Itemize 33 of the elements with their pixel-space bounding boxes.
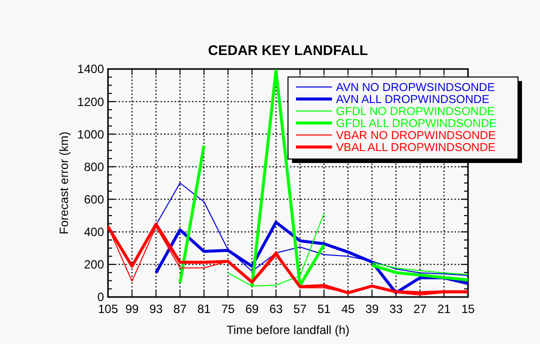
y-tick-label: 600	[84, 192, 104, 206]
x-tick-label: 75	[221, 302, 235, 316]
x-tick-label: 27	[413, 302, 427, 316]
y-tick-label: 1200	[77, 94, 104, 109]
y-tick-label: 200	[84, 258, 104, 272]
legend-label: VBAL ALL DROPWINDSONDE	[336, 142, 496, 154]
x-tick-label: 45	[341, 302, 355, 316]
chart-title: CEDAR KEY LANDFALL	[208, 42, 368, 58]
x-tick-label: 105	[98, 302, 118, 316]
x-tick-label: 33	[389, 302, 403, 316]
x-tick-label: 51	[317, 302, 331, 316]
x-tick-label: 93	[149, 302, 163, 316]
y-tick-label: 400	[84, 225, 104, 240]
y-tick-label: 800	[84, 160, 104, 174]
x-tick-label: 57	[293, 302, 307, 316]
x-tick-label: 87	[173, 302, 187, 316]
x-tick-label: 15	[461, 302, 475, 316]
legend-label: AVN NO DROPWSINDSONDE	[336, 82, 496, 94]
y-axis-title: Forecast error (km)	[57, 132, 71, 234]
x-tick-label: 81	[197, 302, 211, 316]
y-tick-label: 0	[97, 290, 104, 304]
legend-label: GFDL NO DROPWINDSONDE	[336, 106, 495, 118]
legend-label: AVN ALL DROPWINDSONDE	[336, 94, 490, 106]
legend-label: VBAR NO DROPWINDSONDE	[336, 130, 496, 142]
x-tick-label: 21	[437, 302, 451, 316]
y-tick-label: 1400	[77, 62, 104, 76]
x-tick-label: 63	[269, 302, 283, 316]
x-tick-label: 69	[245, 302, 259, 316]
legend-label: GFDL ALL DROPWINDSONDE	[336, 118, 498, 130]
y-tick-label: 1000	[77, 127, 104, 142]
x-axis-title: Time before landfall (h)	[226, 323, 350, 337]
x-tick-label: 39	[365, 302, 379, 316]
x-tick-label: 99	[125, 302, 139, 316]
